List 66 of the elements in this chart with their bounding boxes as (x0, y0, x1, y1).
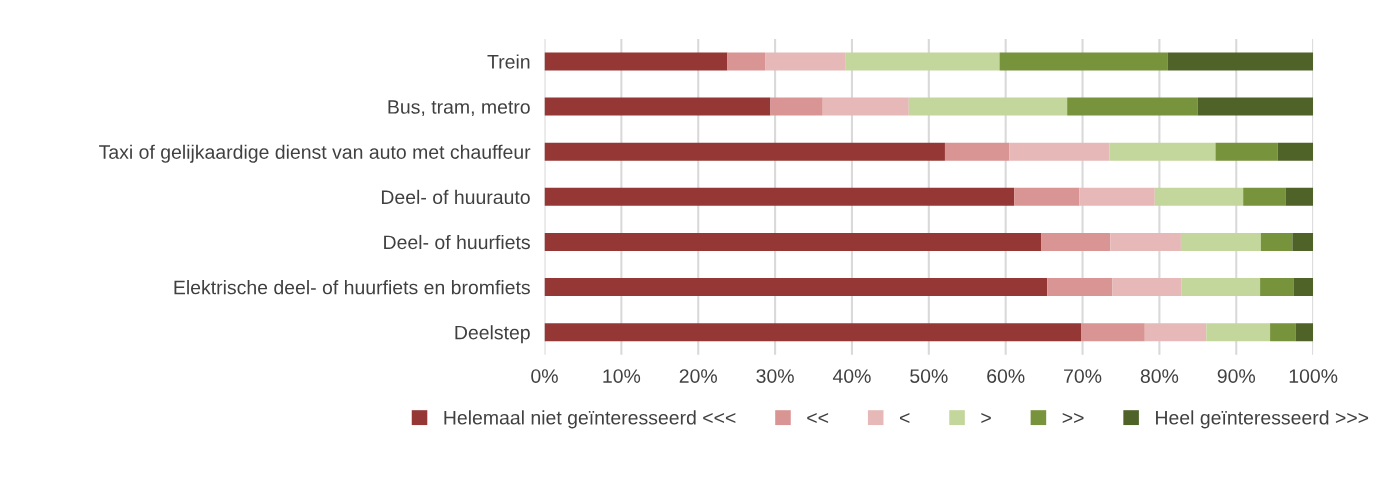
legend-label: < (899, 413, 910, 423)
bar (544, 187, 1015, 206)
bar (1144, 323, 1207, 342)
bar (1014, 187, 1080, 206)
bar (1167, 52, 1314, 71)
bar (1215, 142, 1278, 161)
legend-label: >> (1062, 413, 1084, 423)
y-tick-label: Deel- of huurauto (381, 189, 530, 205)
bar (770, 97, 823, 116)
bar (544, 142, 945, 161)
bar (544, 232, 1042, 251)
x-tick-label: 40% (832, 369, 871, 383)
x-tick-label: 100% (1289, 369, 1338, 383)
y-tick-label: Deelstep (455, 325, 530, 344)
y-tick-label: Bus, tram, metro (388, 100, 530, 117)
bar (544, 278, 1048, 297)
bar (1180, 232, 1261, 251)
legend-label: > (981, 413, 991, 423)
bar (1292, 232, 1314, 251)
x-tick-label: 80% (1140, 369, 1179, 383)
bar (1197, 97, 1314, 116)
bar (727, 52, 766, 71)
bar (1047, 278, 1113, 297)
bar (1206, 323, 1271, 342)
bar (1079, 187, 1155, 206)
bar (1260, 232, 1293, 251)
x-tick-label: 0% (531, 369, 558, 383)
bar (1181, 278, 1261, 297)
x-tick-label: 30% (756, 369, 794, 383)
legend-label: << (807, 413, 829, 423)
x-tick-label: 10% (603, 369, 641, 383)
legend-label: Heel geïnteresseerd >>> (1156, 410, 1369, 429)
legend-label: Helemaal niet geïnteresseerd <<< (444, 410, 736, 429)
bar (1041, 232, 1111, 251)
bar (1112, 278, 1182, 297)
y-tick-label: Trein (487, 54, 530, 69)
bar (1293, 278, 1314, 297)
bar (1295, 323, 1314, 342)
bar (1270, 323, 1296, 342)
bar (1260, 278, 1294, 297)
bar (544, 323, 1081, 342)
bar (1285, 187, 1314, 206)
bar (822, 97, 909, 116)
bar (1110, 232, 1181, 251)
bar (544, 97, 771, 116)
bar (1067, 97, 1198, 116)
y-tick-label: Deel- of huurfiets (384, 234, 530, 250)
bar (845, 52, 1000, 71)
x-tick-label: 60% (987, 369, 1025, 383)
y-tick-label: Taxi of gelijkaardige dienst van auto met chauffeur (99, 144, 531, 163)
bar (1009, 142, 1110, 161)
x-tick-label: 90% (1217, 369, 1256, 383)
x-tick-label: 20% (679, 369, 717, 383)
y-tick-label: Elektrische deel- of huurfiets en bromfiets (174, 280, 530, 295)
bar (944, 142, 1010, 161)
bar (999, 52, 1168, 71)
bar (1154, 187, 1244, 206)
bar (544, 52, 728, 71)
bar (908, 97, 1068, 116)
bar (1243, 187, 1286, 206)
bar (1109, 142, 1216, 161)
bar (1277, 142, 1314, 161)
x-tick-label: 70% (1064, 369, 1102, 383)
bar (765, 52, 846, 71)
x-tick-label: 50% (910, 369, 948, 383)
bar (1081, 323, 1145, 342)
